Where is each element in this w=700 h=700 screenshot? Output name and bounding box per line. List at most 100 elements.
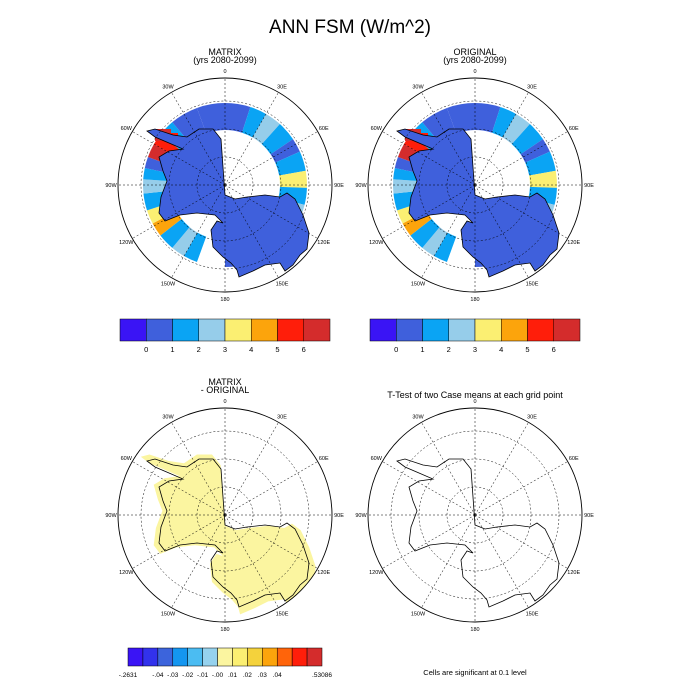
meridian-line (474, 184, 529, 278)
longitude-label: 60E (569, 456, 579, 462)
longitude-label: 30E (527, 414, 537, 420)
colorbar-box (277, 318, 304, 342)
panel-1: 0 30E 60E 90E 120E 150E 180 150W 120W 90W 60W 30W (105, 69, 344, 303)
coastline (146, 458, 310, 608)
grid-cell (143, 167, 172, 182)
map-boundary (367, 77, 583, 293)
grid-cell (491, 107, 516, 138)
difference-field (140, 454, 316, 615)
grid-cell (475, 103, 501, 133)
grid-cell (279, 170, 307, 188)
continent-fill (397, 129, 559, 277)
colorbar-label: -.02 (182, 672, 194, 679)
longitude-label: 180 (470, 297, 479, 303)
longitude-label: 180 (220, 297, 229, 303)
colorbar-box (396, 318, 423, 342)
colorbar-2: 0 1 2 3 4 5 6 (369, 318, 581, 354)
panel-title: MATRIX (208, 47, 241, 57)
longitude-label: 180 (220, 627, 229, 633)
longitude-label: 0 (223, 399, 226, 405)
colorbar-box (303, 318, 331, 342)
colorbar-box (127, 647, 144, 667)
colorbar-box (224, 318, 252, 342)
grid-cell (196, 103, 225, 134)
colorbar-label: -.00 (212, 672, 224, 679)
grid-cell (252, 113, 280, 145)
meridian-line (224, 461, 318, 516)
meridian-line (132, 184, 226, 239)
longitude-label: 60E (569, 126, 579, 132)
grid-cell (502, 113, 530, 145)
meridian-line (224, 184, 318, 239)
longitude-label: 90W (105, 183, 117, 189)
colorbar-label: 0 (144, 345, 148, 354)
longitude-label: 120E (567, 570, 580, 576)
meridian-line (421, 184, 476, 278)
colorbar-label: 4 (499, 345, 503, 354)
grid-cell (278, 186, 307, 205)
panel-2: 0 30E 60E 90E 120E 150E 180 150W 120W 90W 60W 30W (355, 69, 594, 303)
colorbar-box (172, 318, 199, 342)
panel-title: MATRIX (208, 377, 241, 387)
longitude-label: 30W (162, 84, 174, 90)
map-area (140, 454, 316, 615)
meridian-line (224, 422, 279, 516)
colorbar-label: 1 (170, 345, 174, 354)
panel-4-title: T-Test of two Case means at each grid po… (387, 390, 563, 400)
panel-title: T-Test of two Case means at each grid po… (387, 390, 563, 400)
map-boundary (117, 77, 333, 293)
longitude-label: 90W (355, 183, 367, 189)
meridian-line (132, 461, 226, 516)
colorbar-label: .04 (273, 672, 282, 679)
grid-cell (434, 232, 457, 263)
map-area (393, 103, 559, 277)
grid-cell (184, 232, 207, 263)
meridian-line (224, 184, 279, 278)
colorbar-box (262, 647, 278, 667)
longitude-label: 90W (355, 513, 367, 519)
meridian-line (224, 131, 318, 186)
longitude-label: 90E (334, 513, 344, 519)
colorbar-label: 4 (249, 345, 253, 354)
colorbar-box (247, 647, 263, 667)
longitude-label: 30W (412, 84, 424, 90)
longitude-label: 120W (369, 240, 384, 246)
longitude-label: 90E (584, 513, 594, 519)
grid-cell (528, 186, 557, 205)
colorbar-box (448, 318, 476, 342)
colorbar-box (172, 647, 188, 667)
grid-cell (529, 170, 557, 188)
meridian-line (474, 92, 529, 186)
colorbar-label: 1 (420, 345, 424, 354)
colorbar-label: 5 (275, 345, 279, 354)
longitude-label: 150E (526, 612, 539, 618)
colorbar-label: 0 (394, 345, 398, 354)
meridian-line (171, 184, 226, 278)
longitude-label: 150W (411, 612, 426, 618)
colorbar-label: -.2631 (119, 672, 138, 679)
longitude-label: 60W (121, 456, 133, 462)
panel-title: ORIGINAL (453, 47, 496, 57)
map-area (143, 103, 309, 277)
meridian-line (224, 514, 318, 569)
colorbar-1: 0 1 2 3 4 5 6 (119, 318, 331, 354)
colorbar-box (217, 647, 233, 667)
longitude-label: 60E (319, 456, 329, 462)
panel-3: 0 30E 60E 90E 120E 150E 180 150W 120W 90W 60W 30W (105, 399, 344, 633)
meridian-line (474, 422, 529, 516)
meridian-line (171, 92, 226, 186)
continent-fill (147, 129, 309, 277)
longitude-label: 180 (470, 627, 479, 633)
longitude-label: 30W (162, 414, 174, 420)
colorbar-box (119, 318, 147, 342)
longitude-label: 120E (317, 570, 330, 576)
grid-cell (241, 107, 266, 138)
longitude-label: 90E (584, 183, 594, 189)
meridian-line (421, 514, 476, 608)
meridian-line (132, 131, 226, 186)
meridian-line (474, 184, 568, 239)
grid-cell (160, 218, 190, 248)
longitude-label: 60W (121, 126, 133, 132)
colorbar-box (501, 318, 528, 342)
